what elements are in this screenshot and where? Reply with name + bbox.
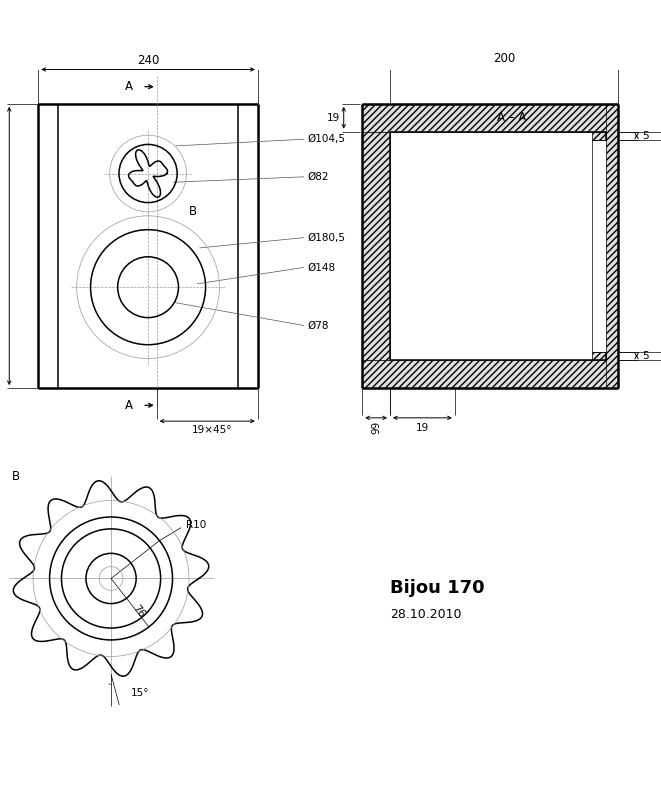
Text: Ø180,5: Ø180,5 bbox=[307, 233, 345, 242]
Text: A – A: A – A bbox=[496, 111, 526, 124]
Text: B: B bbox=[189, 206, 197, 218]
Bar bbox=[362, 132, 390, 360]
Bar bbox=[592, 352, 606, 360]
Text: 200: 200 bbox=[493, 52, 515, 65]
Bar bbox=[592, 132, 606, 140]
Text: 76: 76 bbox=[130, 603, 147, 620]
Text: A: A bbox=[125, 398, 133, 412]
Text: Ø104,5: Ø104,5 bbox=[307, 134, 345, 144]
Text: A: A bbox=[125, 80, 133, 93]
Text: 240: 240 bbox=[137, 54, 159, 67]
Text: 19: 19 bbox=[327, 113, 340, 122]
Text: Bijou 170: Bijou 170 bbox=[390, 579, 485, 598]
Text: 5: 5 bbox=[642, 131, 649, 141]
Bar bbox=[606, 104, 618, 388]
Text: Ø148: Ø148 bbox=[307, 262, 336, 272]
Bar bbox=[362, 104, 618, 132]
Text: Ø78: Ø78 bbox=[307, 321, 329, 330]
Text: 99: 99 bbox=[371, 421, 381, 434]
Text: B: B bbox=[12, 470, 20, 482]
Bar bbox=[362, 360, 618, 388]
Text: Ø82: Ø82 bbox=[307, 172, 329, 182]
Text: 28.10.2010: 28.10.2010 bbox=[390, 608, 461, 622]
Text: 5: 5 bbox=[642, 351, 649, 361]
Text: 360: 360 bbox=[0, 235, 3, 257]
Text: 19: 19 bbox=[416, 422, 429, 433]
Text: 15°: 15° bbox=[131, 688, 149, 698]
Text: R10: R10 bbox=[186, 520, 206, 530]
Text: 19×45°: 19×45° bbox=[192, 426, 233, 435]
